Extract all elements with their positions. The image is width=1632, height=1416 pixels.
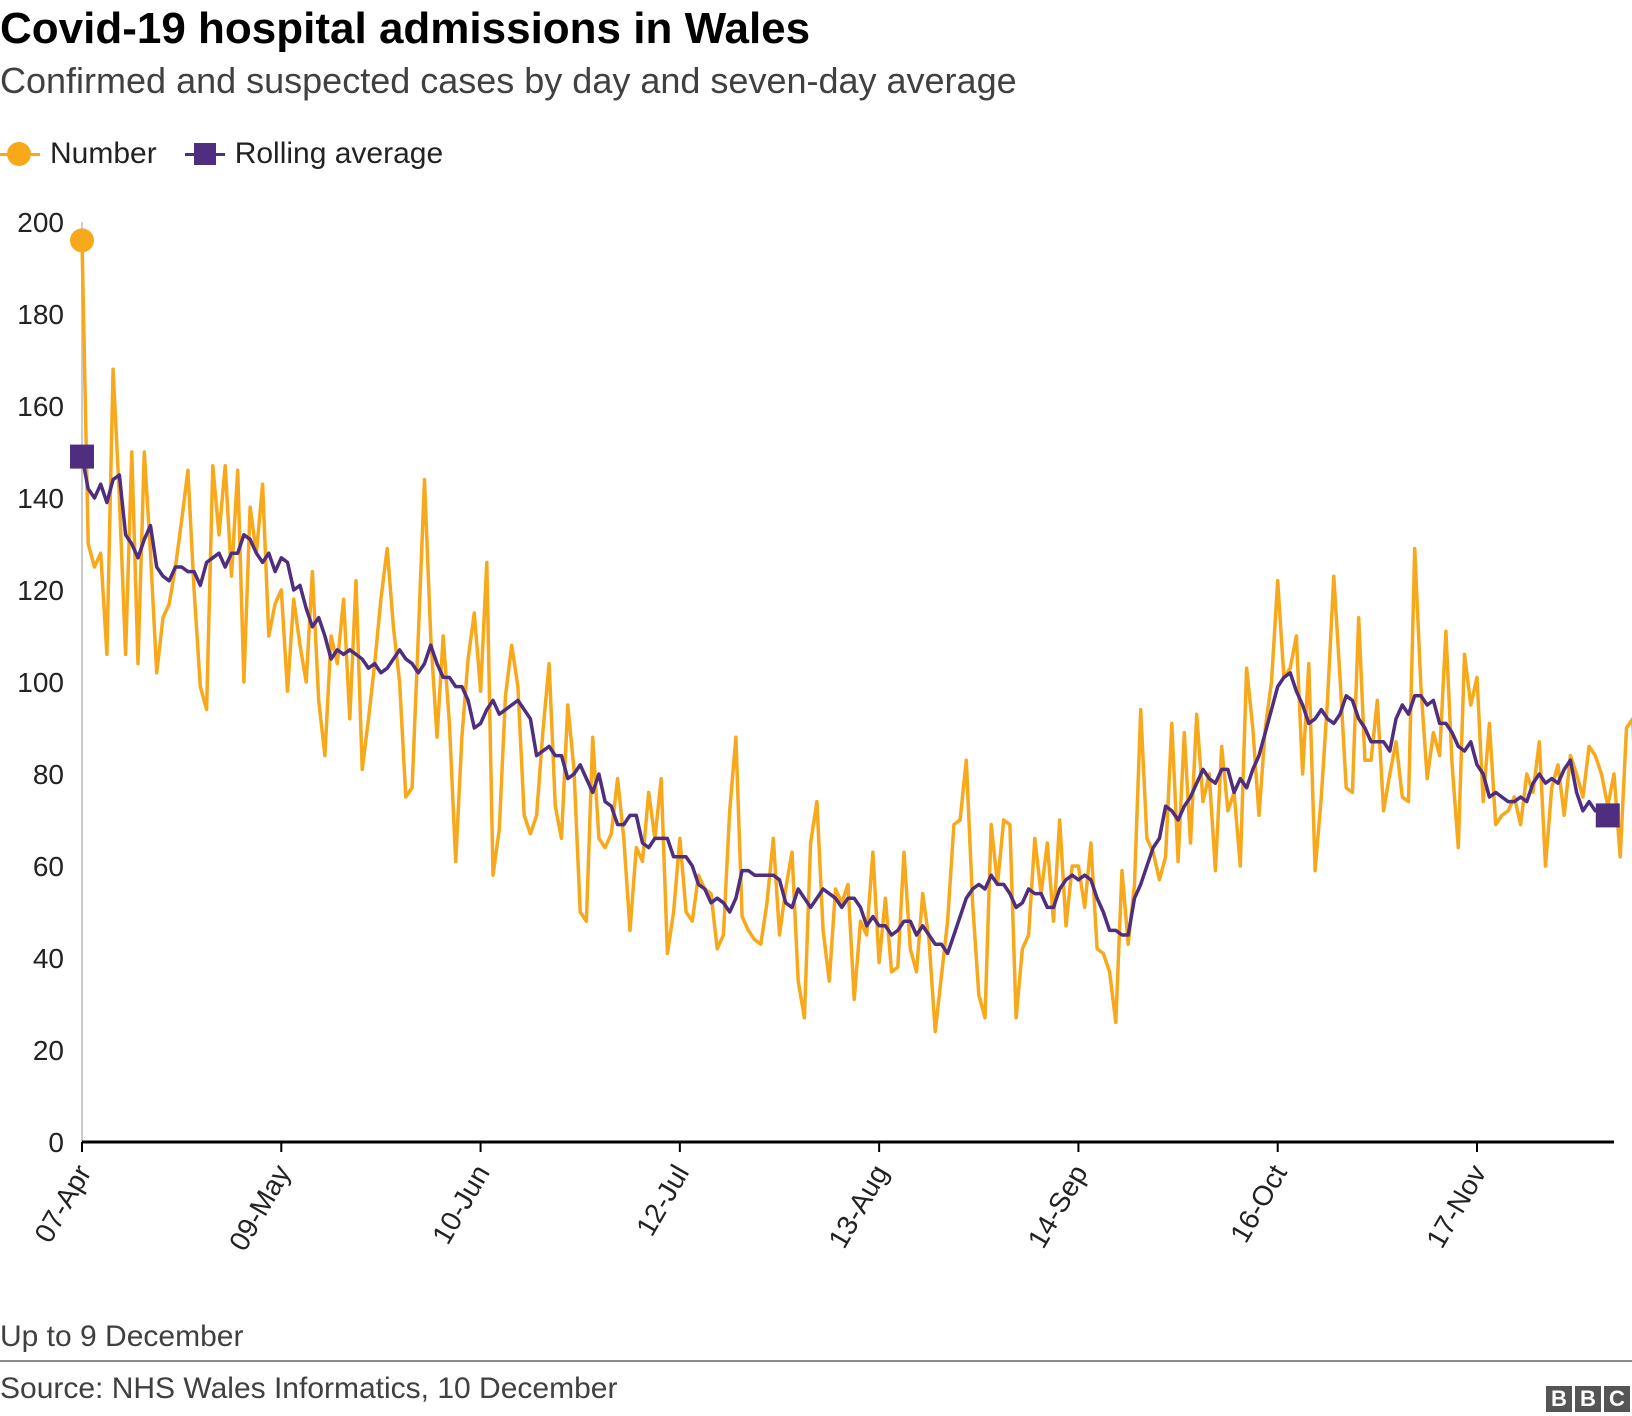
bbc-logo-letter: B <box>1546 1386 1572 1412</box>
y-tick-label: 0 <box>48 1127 64 1158</box>
series-line-number <box>80 240 1632 1034</box>
y-tick-label: 80 <box>33 759 64 790</box>
legend-item-rolling-average: Rolling average <box>184 137 444 171</box>
chart-title: Covid-19 hospital admissions in Wales <box>0 4 811 53</box>
footnote: Up to 9 December <box>0 1320 244 1353</box>
legend-circle-marker-icon <box>0 139 40 169</box>
legend: Number Rolling average <box>0 134 471 174</box>
y-tick-label: 100 <box>17 667 64 698</box>
y-tick-label: 120 <box>17 575 64 606</box>
x-tick-label: 09-May <box>223 1160 297 1256</box>
legend-item-number: Number <box>0 137 157 171</box>
y-tick-label: 140 <box>17 483 64 514</box>
legend-label-number: Number <box>50 137 157 170</box>
x-axis: 07-Apr 09-May 10-Jun 12-Jul 13-Aug 14-Sep 16-O… <box>28 1140 1614 1256</box>
number-endpoint-marker <box>70 228 94 253</box>
y-axis: 0 20 40 60 80 100 120 140 160 180 200 <box>17 207 83 1158</box>
line-chart: 0 20 40 60 80 100 120 140 160 180 200 07-Apr 09-May… <box>17 207 1632 1256</box>
chart-subtitle: Confirmed and suspected cases by day and… <box>0 60 1017 101</box>
y-tick-label: 160 <box>17 391 64 422</box>
legend-square-marker-icon <box>184 139 225 169</box>
x-tick-label: 07-Apr <box>28 1160 97 1248</box>
bbc-logo: B B C <box>1546 1386 1630 1412</box>
y-tick-label: 20 <box>33 1035 64 1066</box>
y-tick-label: 180 <box>17 299 64 330</box>
y-tick-label: 200 <box>17 207 64 238</box>
footer-divider <box>0 1360 1632 1362</box>
y-tick-label: 40 <box>33 943 64 974</box>
x-tick-label: 12-Jul <box>630 1160 695 1242</box>
series-line-rolling-average <box>80 456 1609 956</box>
rolling-average-endpoint-marker <box>1595 803 1620 828</box>
x-tick-label: 13-Aug <box>822 1160 894 1254</box>
bbc-logo-letter: C <box>1604 1386 1630 1412</box>
series-layer <box>70 228 1632 1034</box>
x-tick-label: 17-Nov <box>1420 1160 1492 1254</box>
source-text: Source: NHS Wales Informatics, 10 Decemb… <box>0 1372 618 1405</box>
x-tick-label: 16-Oct <box>1224 1159 1293 1247</box>
bbc-logo-letter: B <box>1575 1386 1601 1412</box>
y-tick-label: 60 <box>33 851 64 882</box>
legend-label-rolling-average: Rolling average <box>234 137 444 170</box>
x-tick-label: 10-Jun <box>426 1160 496 1250</box>
x-tick-label: 14-Sep <box>1022 1160 1094 1254</box>
rolling-average-endpoint-marker <box>70 444 94 469</box>
